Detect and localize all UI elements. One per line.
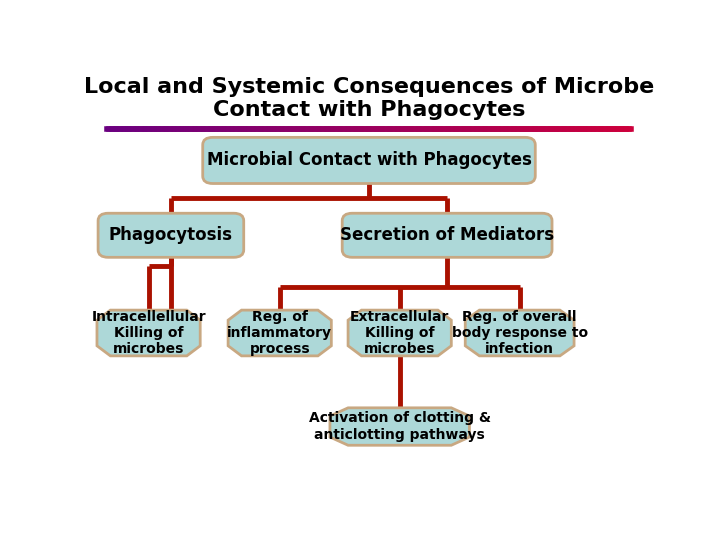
Text: Secretion of Mediators: Secretion of Mediators <box>340 226 554 244</box>
Polygon shape <box>348 310 451 356</box>
Text: Reg. of
inflammatory
process: Reg. of inflammatory process <box>228 310 332 356</box>
Text: Intracellellular
Killing of
microbes: Intracellellular Killing of microbes <box>91 310 206 356</box>
Polygon shape <box>465 310 574 356</box>
Polygon shape <box>97 310 200 356</box>
FancyBboxPatch shape <box>342 213 552 258</box>
Text: Activation of clotting &
anticlotting pathways: Activation of clotting & anticlotting pa… <box>309 411 491 442</box>
Text: Microbial Contact with Phagocytes: Microbial Contact with Phagocytes <box>207 151 531 170</box>
Text: Extracellular
Killing of
microbes: Extracellular Killing of microbes <box>350 310 449 356</box>
Text: Phagocytosis: Phagocytosis <box>109 226 233 244</box>
Text: Reg. of overall
body response to
infection: Reg. of overall body response to infecti… <box>451 310 588 356</box>
Text: Local and Systemic Consequences of Microbe
Contact with Phagocytes: Local and Systemic Consequences of Micro… <box>84 77 654 120</box>
FancyBboxPatch shape <box>203 137 535 184</box>
Polygon shape <box>330 408 469 445</box>
FancyBboxPatch shape <box>98 213 244 258</box>
Polygon shape <box>228 310 331 356</box>
